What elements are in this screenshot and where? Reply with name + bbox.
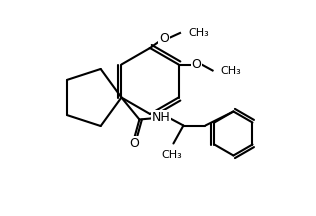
- Text: CH₃: CH₃: [161, 151, 182, 160]
- Text: NH: NH: [152, 111, 171, 124]
- Text: O: O: [191, 58, 202, 71]
- Text: CH₃: CH₃: [221, 65, 241, 76]
- Text: O: O: [130, 137, 139, 150]
- Text: O: O: [159, 32, 169, 44]
- Text: CH₃: CH₃: [188, 28, 209, 38]
